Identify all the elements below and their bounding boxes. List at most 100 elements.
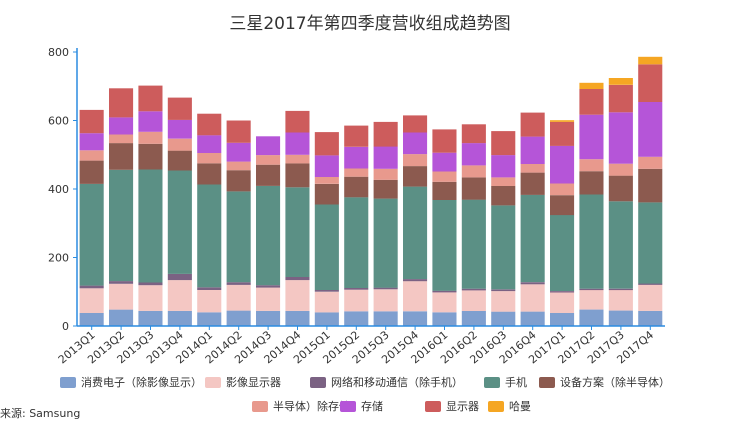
bar-segment-2017Q1-s1: [550, 292, 575, 313]
bar-segment-2016Q2-s3: [461, 199, 486, 289]
bar-segment-2017Q3-s7: [608, 84, 633, 113]
bar-segment-2016Q3-s1: [491, 291, 516, 312]
legend-label: 设备方案（除半导体）: [560, 375, 670, 389]
bar-segment-2014Q1-s0: [197, 312, 222, 326]
bar-segment-2017Q3-s5: [608, 163, 633, 176]
bar-segment-2017Q1-s4: [550, 195, 575, 216]
bar-segment-2017Q1-s3: [550, 215, 575, 291]
legend-swatch: [425, 401, 441, 412]
bar-segment-2017Q4-s0: [638, 310, 663, 326]
bar-segment-2017Q4-s7: [638, 64, 663, 102]
bar-segment-2013Q4-s4: [167, 150, 192, 171]
bar-segment-2013Q2-s2: [109, 281, 134, 284]
bar-segment-2017Q2-s0: [579, 309, 604, 326]
bar-segment-2016Q4-s7: [520, 112, 545, 137]
bar-segment-2015Q2-s7: [344, 125, 369, 147]
bar-segment-2014Q3-s3: [256, 185, 281, 286]
bar-segment-2014Q1-s4: [197, 163, 222, 185]
bar-segment-2015Q4-s7: [403, 115, 428, 133]
bar-segment-2014Q3-s4: [256, 164, 281, 186]
bar-segment-2016Q1-s1: [432, 292, 457, 313]
bar-segment-2013Q4-s7: [167, 97, 192, 120]
bar-segment-2015Q1-s2: [314, 290, 339, 292]
bar-segment-2015Q3-s6: [373, 146, 398, 169]
bar-segment-2017Q1-s2: [550, 291, 575, 293]
bar-segment-2015Q2-s4: [344, 176, 369, 198]
bar-segment-2015Q3-s1: [373, 289, 398, 312]
bar-segment-2016Q1-s4: [432, 181, 457, 200]
y-tick-label: 600: [48, 115, 69, 128]
legend-swatch: [252, 401, 268, 412]
bar-segment-2016Q4-s0: [520, 311, 545, 326]
bar-segment-2015Q2-s6: [344, 146, 369, 169]
bar-segment-2015Q1-s5: [314, 177, 339, 184]
bar-segment-2017Q2-s8: [579, 82, 604, 89]
bar-segment-2016Q3-s3: [491, 205, 516, 290]
bar-segment-2016Q2-s5: [461, 165, 486, 178]
legend-swatch: [539, 377, 555, 388]
bar-segment-2015Q3-s7: [373, 121, 398, 147]
bar-segment-2013Q2-s6: [109, 117, 134, 135]
bar-segment-2016Q1-s6: [432, 152, 457, 172]
bar-segment-2015Q4-s3: [403, 186, 428, 280]
bars-layer: [79, 56, 663, 326]
bar-segment-2016Q2-s1: [461, 290, 486, 311]
legend-label: 影像显示器: [226, 376, 281, 389]
bar-segment-2014Q4-s0: [285, 310, 310, 326]
bar-segment-2013Q2-s0: [109, 309, 134, 326]
bar-segment-2015Q4-s5: [403, 154, 428, 167]
bar-segment-2014Q1-s3: [197, 184, 222, 288]
legend-label: 网络和移动通信（除手机）: [331, 375, 463, 389]
bar-segment-2016Q2-s0: [461, 310, 486, 326]
bar-segment-2015Q1-s3: [314, 204, 339, 290]
bar-segment-2013Q1-s0: [79, 313, 104, 326]
bar-segment-2013Q4-s1: [167, 280, 192, 311]
bar-segment-2015Q1-s0: [314, 312, 339, 326]
bar-segment-2014Q4-s7: [285, 110, 310, 133]
bar-segment-2014Q4-s5: [285, 154, 310, 164]
bar-segment-2016Q4-s5: [520, 164, 545, 173]
legend-swatch: [340, 401, 356, 412]
bar-segment-2014Q1-s6: [197, 135, 222, 153]
bar-segment-2013Q1-s4: [79, 160, 104, 184]
bar-segment-2014Q3-s6: [256, 136, 281, 156]
bar-segment-2017Q4-s6: [638, 102, 663, 157]
bar-segment-2015Q4-s0: [403, 311, 428, 326]
bar-segment-2015Q1-s4: [314, 183, 339, 205]
legend-swatch: [205, 377, 221, 388]
bar-segment-2013Q2-s3: [109, 169, 134, 282]
bar-segment-2016Q2-s2: [461, 288, 486, 291]
bar-segment-2014Q2-s0: [226, 310, 251, 326]
bar-segment-2014Q4-s4: [285, 163, 310, 188]
bar-segment-2015Q2-s1: [344, 289, 369, 312]
bar-segment-2013Q3-s3: [138, 169, 163, 283]
bar-segment-2013Q4-s6: [167, 119, 192, 139]
bar-segment-2016Q4-s2: [520, 282, 545, 285]
legend-label: 半导体）除存储: [273, 399, 350, 413]
bar-segment-2014Q2-s3: [226, 191, 251, 283]
bar-segment-2017Q3-s2: [608, 288, 633, 291]
legend-label: 手机: [505, 375, 527, 389]
bar-segment-2017Q2-s3: [579, 194, 604, 289]
bar-segment-2014Q3-s2: [256, 285, 281, 288]
bar-segment-2015Q1-s6: [314, 155, 339, 177]
bar-segment-2017Q4-s5: [638, 156, 663, 169]
bar-segment-2017Q4-s8: [638, 56, 663, 65]
bar-segment-2016Q1-s0: [432, 312, 457, 326]
legend-swatch: [60, 377, 76, 388]
bar-segment-2013Q1-s7: [79, 109, 104, 134]
bar-segment-2013Q3-s7: [138, 85, 163, 112]
bar-segment-2014Q3-s1: [256, 287, 281, 311]
bar-segment-2016Q2-s4: [461, 177, 486, 200]
bar-segment-2016Q3-s7: [491, 131, 516, 156]
bar-segment-2017Q3-s8: [608, 78, 633, 85]
bar-segment-2017Q1-s7: [550, 121, 575, 146]
bar-segment-2014Q4-s1: [285, 280, 310, 311]
bar-segment-2016Q1-s5: [432, 171, 457, 182]
legend-swatch: [488, 401, 504, 412]
bar-segment-2014Q3-s0: [256, 310, 281, 326]
source-note: 来源: Samsung: [0, 407, 81, 420]
bar-segment-2013Q3-s6: [138, 111, 163, 132]
bar-segment-2013Q3-s0: [138, 310, 163, 326]
bar-segment-2016Q1-s7: [432, 129, 457, 153]
